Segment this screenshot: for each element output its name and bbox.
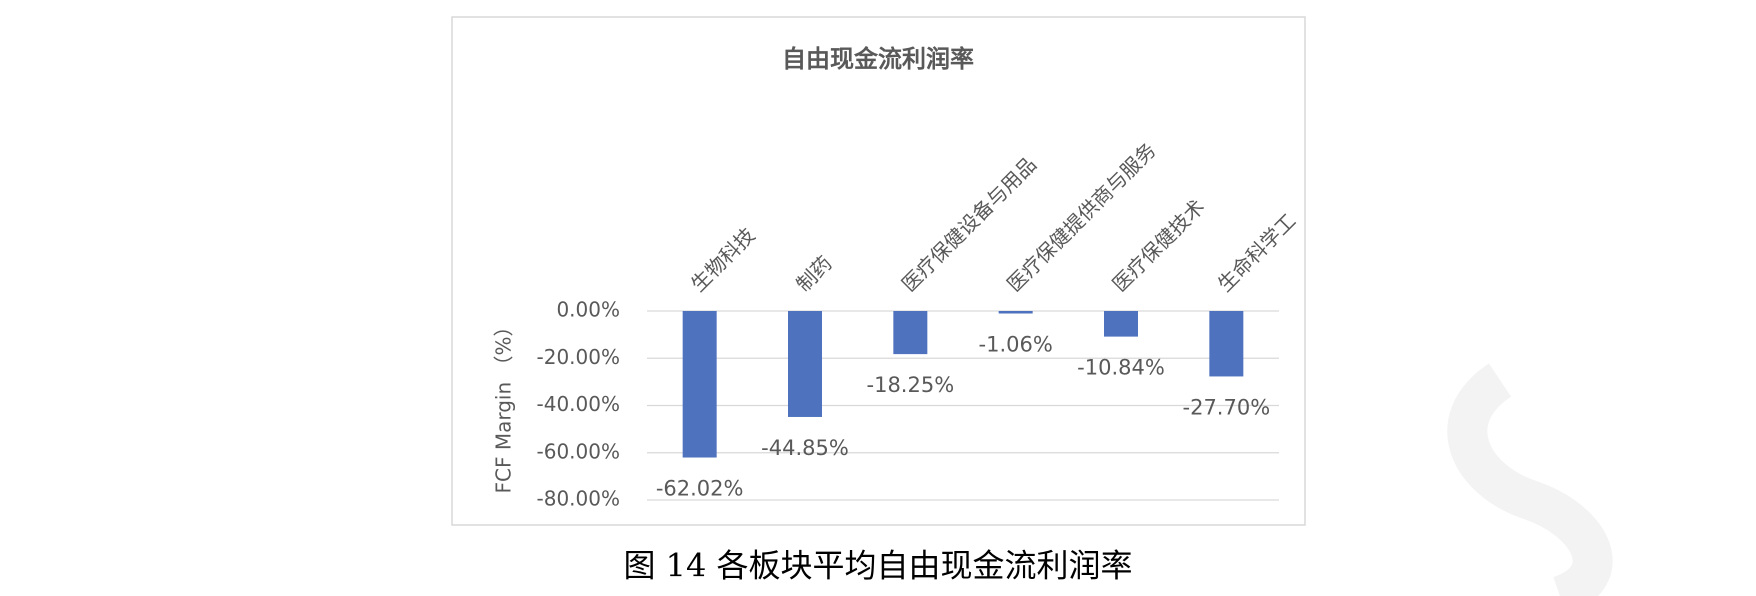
- data-label: -18.25%: [867, 373, 955, 397]
- data-label: -10.84%: [1077, 356, 1165, 380]
- y-tick-label: -40.00%: [537, 392, 620, 416]
- data-label: -1.06%: [979, 333, 1053, 357]
- bar: [893, 311, 928, 355]
- y-axis-label: FCF Margin （%）: [492, 316, 516, 493]
- chart-title: 自由现金流利润率: [782, 45, 974, 73]
- bar: [998, 311, 1033, 314]
- bar: [788, 311, 822, 417]
- bar: [1104, 311, 1138, 337]
- bar: [1209, 311, 1244, 377]
- bar: [682, 311, 717, 458]
- figure-caption: 图 14 各板块平均自由现金流利润率: [623, 547, 1132, 585]
- y-tick-label: 0.00%: [556, 298, 620, 322]
- y-tick-label: -80.00%: [537, 487, 620, 511]
- y-tick-label: -60.00%: [537, 439, 620, 463]
- watermark: [1447, 363, 1613, 596]
- y-tick-label: -20.00%: [537, 345, 620, 369]
- data-label: -62.02%: [656, 477, 744, 501]
- chart-frame: [451, 16, 1306, 526]
- data-label: -27.70%: [1183, 395, 1271, 419]
- data-label: -44.85%: [761, 436, 849, 460]
